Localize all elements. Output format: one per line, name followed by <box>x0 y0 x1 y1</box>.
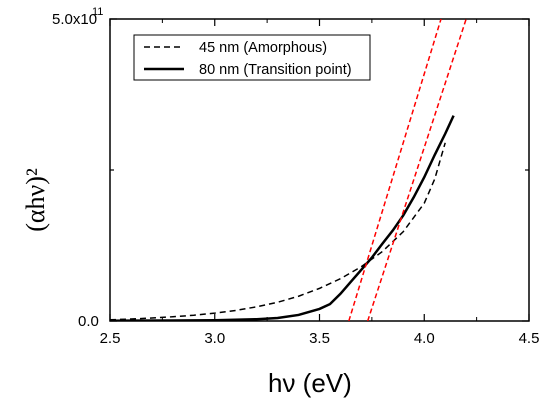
y-tick-label-exponent: 11 <box>92 6 103 18</box>
series-line-transition <box>110 115 455 321</box>
legend-label-transition: 80 nm (Transition point) <box>199 62 352 78</box>
series-line-amorphous <box>110 142 446 321</box>
fit-line-2 <box>366 19 467 321</box>
y-tick-label-top: 5.0x10 <box>52 11 97 28</box>
legend-box <box>133 34 371 81</box>
legend-label-amorphous: 45 nm (Amorphous) <box>199 40 327 56</box>
fit-line-1 <box>348 19 442 321</box>
x-tick-label-3: 4.0 <box>414 330 435 347</box>
legend: 45 nm (Amorphous) 80 nm (Transition poin… <box>133 34 371 81</box>
x-tick-label-1: 3.0 <box>204 330 225 347</box>
x-axis-title: hν (eV) <box>268 368 352 398</box>
y-axis-title: (αhν)² <box>21 168 50 232</box>
x-tick-label-0: 2.5 <box>100 330 121 347</box>
y-tick-label-0: 0.0 <box>78 313 99 330</box>
x-tick-label-4: 4.5 <box>519 330 540 347</box>
x-tick-label-2: 3.5 <box>309 330 330 347</box>
